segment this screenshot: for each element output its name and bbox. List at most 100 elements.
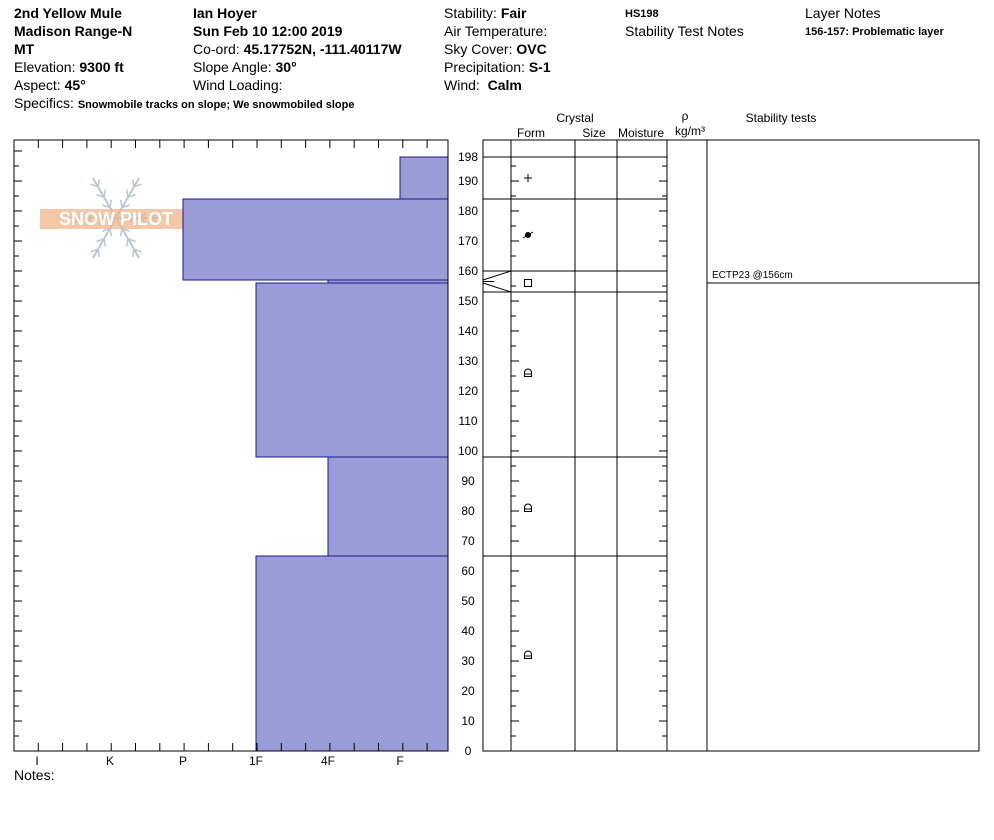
layer-note: 156-157: Problematic layer [805, 26, 944, 38]
air-temperature: Air Temperature: [444, 23, 548, 39]
hardness-tick-label-1F: 1F [249, 754, 263, 768]
snowflake-branch [102, 204, 111, 209]
depth-label-80: 80 [461, 504, 475, 518]
new-snow-icon [524, 174, 532, 182]
depth-label-180: 180 [458, 204, 478, 218]
depth-label-150: 150 [458, 294, 478, 308]
rounded-facets-icon [524, 368, 532, 377]
snowflake-branch [133, 183, 142, 188]
depth-label-20: 20 [461, 684, 475, 698]
rounded-facet-shape [524, 650, 532, 659]
facet-square [524, 279, 532, 287]
hardness-tick-label-K: K [106, 754, 114, 768]
range-name: Madison Range-N [14, 23, 133, 39]
depth-label-190: 190 [458, 174, 478, 188]
hardness-tick-label-4F: 4F [321, 754, 335, 768]
hardness-tick-label-P: P [179, 754, 187, 768]
moisture-header: Moisture [618, 126, 664, 140]
state-name: MT [14, 41, 35, 57]
depth-label-60: 60 [461, 564, 475, 578]
snowflake-branch [90, 183, 99, 188]
depth-label-120: 120 [458, 384, 478, 398]
hardness-layers [182, 156, 449, 752]
density-symbol: ρ [682, 109, 689, 123]
hardness-axis: I K P 1F 4F F [13, 140, 428, 768]
thin-layer-connector [482, 282, 512, 293]
specifics: Specifics: Snowmobile tracks on slope; W… [14, 95, 355, 111]
depth-label-50: 50 [461, 594, 475, 608]
rounded-facet-shape [524, 503, 532, 512]
elevation: Elevation: 9300 ft [14, 59, 124, 75]
snowflake-branch [90, 248, 99, 253]
facets-icon [524, 279, 532, 287]
hardness-layer-5 [255, 555, 449, 752]
depth-label-40: 40 [461, 624, 475, 638]
depth-label-130: 130 [458, 354, 478, 368]
column-headers: Crystal Form Size Moisture ρ kg/m³ Stabi… [517, 109, 816, 140]
profile-table-frame [482, 139, 980, 752]
depth-label-10: 10 [461, 714, 475, 728]
depth-label-110: 110 [458, 414, 477, 428]
depth-label-160: 160 [458, 264, 478, 278]
hardness-panel-frame [13, 139, 449, 752]
snowflake-branch [125, 238, 129, 247]
snowflake-branch [127, 193, 136, 198]
stability-rating: Stability: Fair [444, 5, 527, 21]
layer-boundaries [482, 156, 667, 557]
observer-name: Ian Hoyer [193, 5, 257, 21]
hardness-layer-3 [255, 282, 449, 458]
location-name: 2nd Yellow Mule [14, 5, 122, 21]
logo-text: SNOW PILOT [59, 209, 173, 229]
snowflake-branch [96, 238, 105, 243]
thin-layer-connector [482, 270, 512, 281]
depth-label-140: 140 [458, 324, 478, 338]
depth-axis: 0 10 20 30 40 50 60 70 80 90 100 110 120 130 140 150 160… [458, 150, 667, 758]
snowflake-branch [121, 204, 130, 209]
stability-tests: ECTP23 @156cm [707, 270, 979, 284]
snowflake-branch [97, 249, 101, 258]
rounded-facet-shape [524, 368, 532, 377]
wind: Wind: Calm [444, 77, 522, 93]
depth-label-90: 90 [461, 474, 475, 488]
coordinates: Co-ord: 45.17752N, -111.40117W [193, 41, 402, 57]
snowflake-branch [127, 238, 136, 243]
snowflake-branch [109, 228, 113, 237]
hardness-layer-0 [399, 156, 449, 200]
depth-label-30: 30 [461, 654, 475, 668]
snowflake-branch [119, 228, 123, 237]
precipitation: Precipitation: S-1 [444, 59, 551, 75]
snow-height: HS198 [625, 8, 659, 20]
depth-label-70: 70 [461, 534, 475, 548]
observation-datetime: Sun Feb 10 12:00 2019 [193, 23, 343, 39]
hardness-layer-4 [327, 456, 449, 557]
crystal-forms [522, 174, 534, 659]
wind-loading: Wind Loading: [193, 77, 283, 93]
aspect: Aspect: 45° [14, 77, 86, 93]
snowflake-branch [96, 193, 105, 198]
snowflake-branch [131, 249, 135, 258]
snowflake-branch [103, 189, 107, 198]
stability-test-label-0: ECTP23 @156cm [712, 270, 793, 281]
logo-band [40, 209, 192, 229]
snowflake-branch [119, 199, 123, 208]
rimed-particles-icon [522, 231, 534, 239]
snowflake-branch [97, 178, 101, 187]
crystal-header: Crystal [556, 111, 593, 125]
density-unit: kg/m³ [675, 124, 705, 138]
rounded-facets-icon [524, 503, 532, 512]
snowflake-branch [131, 178, 135, 187]
hardness-tick-label-F: F [396, 754, 403, 768]
notes-label: Notes: [14, 767, 55, 783]
depth-label-198: 198 [458, 150, 478, 164]
hardness-layer-1 [182, 198, 449, 281]
form-header: Form [517, 126, 545, 140]
rimed-particle-stroke [522, 231, 534, 239]
stability-tests-header: Stability tests [746, 111, 817, 125]
size-header: Size [582, 126, 606, 140]
depth-label-100: 100 [458, 444, 478, 458]
snowflake-branch [109, 199, 113, 208]
snowflake-branch [125, 189, 129, 198]
sky-cover: Sky Cover: OVC [444, 41, 547, 57]
table-grid [510, 140, 708, 751]
